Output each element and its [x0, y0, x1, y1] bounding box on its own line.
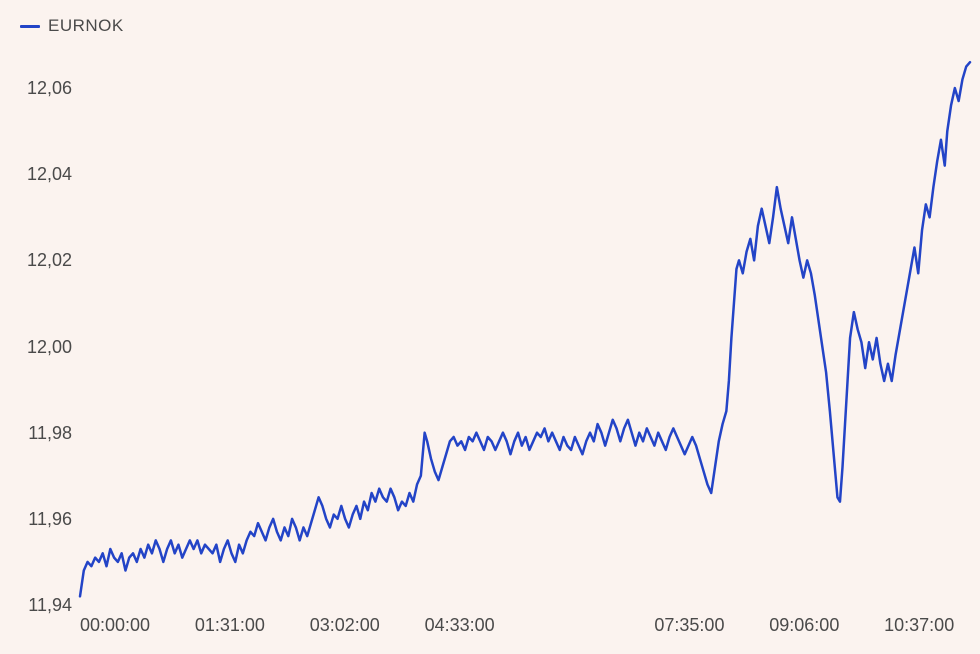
x-axis-label: 07:35:00 — [654, 615, 724, 636]
price-line — [80, 62, 970, 596]
x-axis-label: 03:02:00 — [310, 615, 380, 636]
chart-legend: EURNOK — [20, 16, 124, 36]
y-axis-label: 11,94 — [28, 595, 72, 616]
y-axis-label: 12,00 — [27, 337, 72, 358]
x-axis-label: 00:00:00 — [80, 615, 150, 636]
line-chart — [0, 0, 980, 654]
x-axis-label: 01:31:00 — [195, 615, 265, 636]
legend-label: EURNOK — [48, 16, 124, 36]
x-axis-label: 09:06:00 — [769, 615, 839, 636]
y-axis-label: 11,98 — [28, 423, 72, 444]
y-axis-label: 12,02 — [27, 250, 72, 271]
x-axis-label: 10:37:00 — [884, 615, 954, 636]
y-axis-label: 12,04 — [27, 164, 72, 185]
legend-swatch — [20, 25, 40, 28]
y-axis-label: 11,96 — [28, 509, 72, 530]
chart-container: EURNOK 11,94 11,96 11,98 12,00 12,02 12,04 12,… — [0, 0, 980, 654]
x-axis-label: 04:33:00 — [425, 615, 495, 636]
y-axis-label: 12,06 — [27, 78, 72, 99]
